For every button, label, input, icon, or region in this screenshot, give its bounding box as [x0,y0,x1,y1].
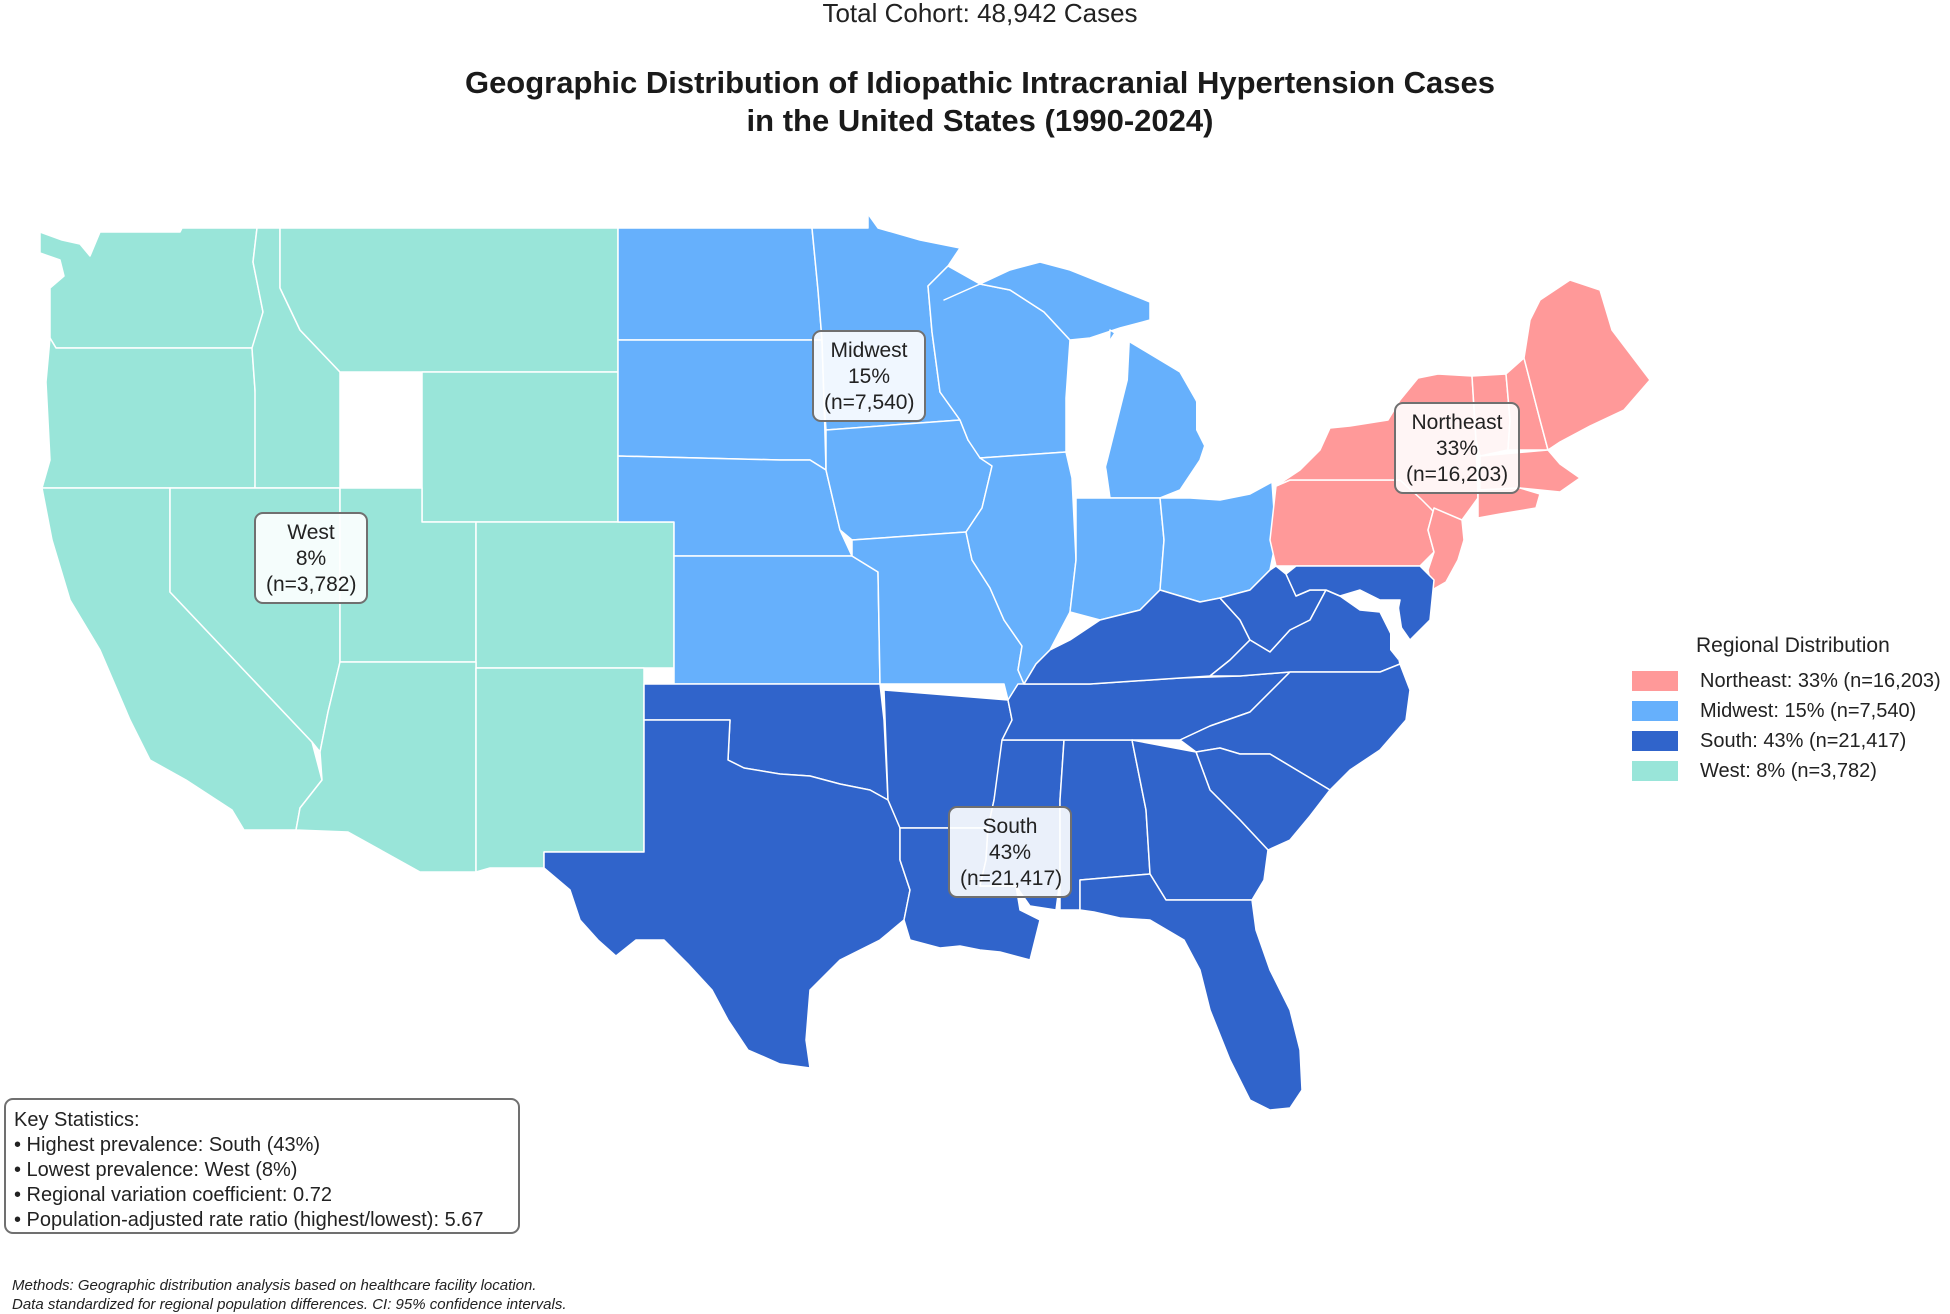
map-title: Geographic Distribution of Idiopathic In… [0,64,1950,140]
methods-line-1: Methods: Geographic distribution analysi… [12,1277,537,1294]
region-label-south-name: South [982,815,1038,838]
legend-item-northeast: Northeast: 33% (n=16,203) [1632,666,1950,696]
key-statistics-heading: Key Statistics: [14,1109,140,1131]
state-michigan-upper [943,261,1151,341]
region-label-northeast-count: (n=16,203) [1406,463,1509,486]
state-maryland-de [1285,565,1435,641]
region-midwest [617,213,1277,701]
region-south [543,565,1435,1111]
lake-huron-bay [1196,390,1220,446]
legend-label-midwest: Midwest: 15% (n=7,540) [1700,699,1917,722]
key-statistics-line: • Regional variation coefficient: 0.72 [14,1184,332,1206]
map-title-line-2: in the United States (1990-2024) [746,103,1214,138]
state-nebraska [617,455,853,557]
state-florida [1079,873,1303,1111]
total-cohort-text: Total Cohort: 48,942 Cases [822,0,1138,28]
region-label-midwest-name: Midwest [830,339,908,362]
region-label-west: West 8% (n=3,782) [254,512,368,604]
methods-line-2: Data standardized for regional populatio… [12,1296,567,1313]
lake-michigan [1072,330,1130,490]
state-north-dakota [617,227,823,341]
key-statistics-line: • Population-adjusted rate ratio (highes… [14,1209,484,1231]
legend: Regional Distribution Northeast: 33% (n=… [1632,634,1950,786]
region-label-south: South 43% (n=21,417) [948,806,1072,898]
region-label-west-percent: 8% [295,547,327,570]
legend-label-northeast: Northeast: 33% (n=16,203) [1700,669,1941,692]
region-label-south-count: (n=21,417) [960,867,1063,890]
state-illinois [965,451,1077,685]
region-label-midwest-count: (n=7,540) [824,391,915,414]
legend-title: Regional Distribution [1696,634,1890,657]
legend-swatch-northeast [1632,671,1678,691]
state-texas [543,719,911,1069]
legend-item-south: South: 43% (n=21,417) [1632,726,1950,756]
state-new-jersey [1427,507,1465,591]
state-south-dakota [617,339,827,471]
key-statistics-line: • Highest prevalence: South (43%) [14,1134,321,1156]
key-statistics-box: Key Statistics: • Highest prevalence: So… [4,1098,520,1234]
legend-label-west: West: 8% (n=3,782) [1700,759,1877,782]
legend-item-west: West: 8% (n=3,782) [1632,756,1950,786]
legend-swatch-west [1632,761,1678,781]
state-washington [39,227,264,349]
state-new-mexico [475,667,645,873]
region-west [39,227,675,873]
region-label-midwest: Midwest 15% (n=7,540) [812,330,926,422]
key-statistics-line: • Lowest prevalence: West (8%) [14,1159,298,1181]
region-label-west-count: (n=3,782) [266,573,357,596]
region-label-midwest-percent: 15% [847,365,891,388]
state-wyoming [421,371,619,523]
region-label-west-name: West [287,521,335,544]
state-georgia [1131,739,1269,901]
region-label-northeast-percent: 33% [1435,437,1479,460]
state-maine [1523,279,1651,451]
methods-footnote: Methods: Geographic distribution analysi… [12,1276,567,1314]
legend-swatch-midwest [1632,701,1678,721]
map-title-line-1: Geographic Distribution of Idiopathic In… [464,65,1496,100]
state-connecticut-ri [1477,487,1541,519]
chesapeake-bay [1390,600,1404,660]
region-label-northeast-name: Northeast [1411,411,1503,434]
region-label-south-percent: 43% [988,841,1032,864]
region-label-northeast: Northeast 33% (n=16,203) [1394,402,1520,494]
state-montana [279,227,619,373]
legend-label-south: South: 43% (n=21,417) [1700,729,1907,752]
state-oregon [41,337,259,489]
legend-swatch-south [1632,731,1678,751]
state-colorado [475,521,675,669]
state-virginia [1209,589,1401,677]
state-kansas [673,555,881,685]
legend-item-midwest: Midwest: 15% (n=7,540) [1632,696,1950,726]
